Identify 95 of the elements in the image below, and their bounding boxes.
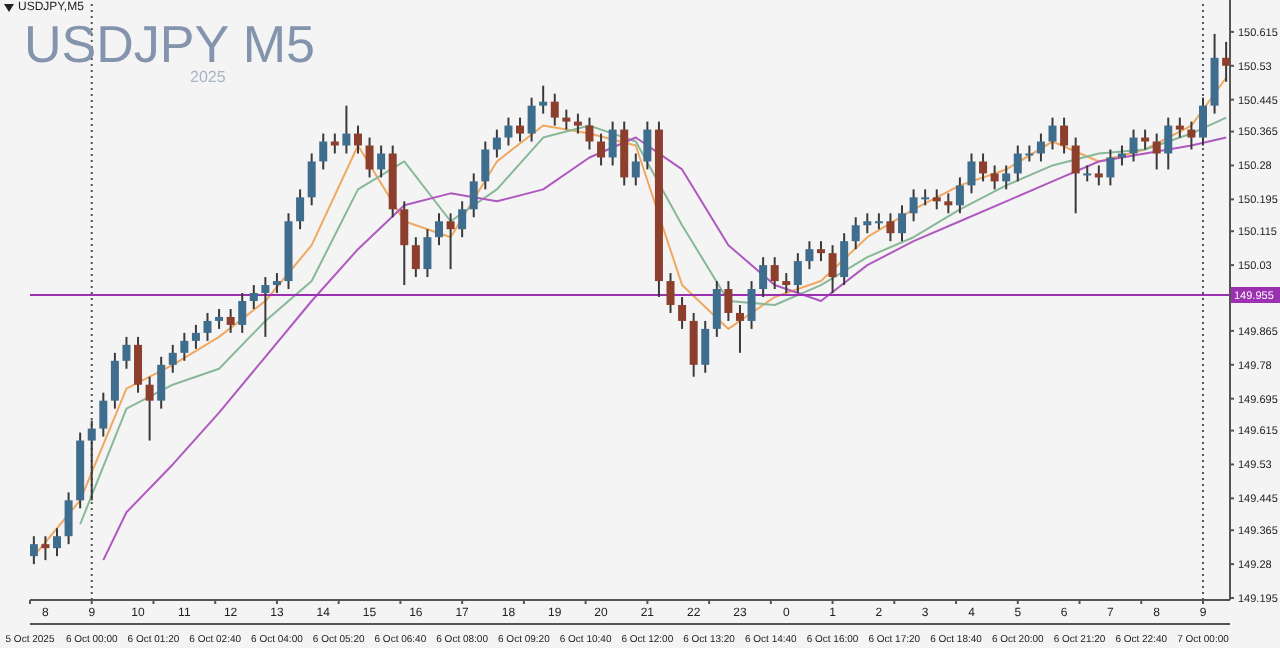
candlestick (446, 212, 455, 271)
candlestick (759, 256, 768, 299)
candlestick (203, 311, 212, 342)
candlestick (492, 128, 501, 159)
candlestick (735, 303, 744, 354)
candlestick (469, 172, 478, 219)
candlestick (249, 284, 258, 310)
candlestick (932, 188, 941, 211)
candlestick (307, 152, 316, 207)
candlestick (1048, 116, 1057, 151)
candlestick (1187, 120, 1196, 151)
candlestick (168, 343, 177, 374)
candlestick (643, 120, 652, 171)
candlestick (840, 232, 849, 287)
candlestick (1210, 32, 1219, 115)
candlestick (562, 108, 571, 131)
candlestick (539, 84, 548, 115)
candlestick (319, 132, 328, 171)
candlestick (1036, 132, 1045, 163)
candlestick (1152, 132, 1161, 171)
candlestick (330, 132, 339, 155)
candlestick (967, 152, 976, 195)
candlestick (191, 323, 200, 350)
candlestick (516, 116, 525, 143)
candlestick (990, 164, 999, 191)
candlestick (261, 276, 270, 338)
candlestick (747, 280, 756, 330)
candlestick (701, 319, 710, 374)
candlestick (527, 96, 536, 143)
candlestick (573, 112, 582, 135)
candlestick (631, 152, 640, 187)
candlestick (817, 240, 825, 263)
candlestick (110, 351, 119, 410)
candlestick (458, 200, 467, 239)
candlestick (955, 176, 964, 215)
candlestick (770, 256, 779, 291)
candlestick (1106, 148, 1115, 187)
candlestick (1002, 164, 1011, 191)
candlestick (423, 228, 432, 279)
candlestick (411, 236, 420, 279)
candlestick (53, 527, 62, 558)
candlestick (157, 355, 166, 410)
chart-title: USDJPY M5 (24, 14, 315, 74)
candlestick (979, 152, 988, 183)
candlestick (296, 188, 305, 231)
candlestick (585, 116, 594, 151)
candlestick (1129, 128, 1138, 163)
candlestick (272, 272, 281, 295)
candlestick (215, 307, 224, 330)
candlestick (41, 535, 50, 562)
candlestick (1094, 164, 1103, 187)
candlestick (481, 140, 490, 191)
candlestick (145, 375, 154, 442)
candlestick (1117, 144, 1126, 167)
candlestick (400, 200, 409, 287)
candlestick (886, 212, 895, 243)
candlestick (608, 120, 617, 167)
candlestick (1071, 136, 1080, 215)
candlestick (851, 216, 860, 251)
candlestick (122, 335, 131, 370)
candlestick (238, 292, 247, 334)
candlestick (1141, 128, 1150, 151)
candlestick (1198, 96, 1207, 147)
candlestick (1164, 116, 1173, 171)
candlestick (620, 120, 629, 187)
candlestick (226, 307, 235, 334)
candlestick (863, 212, 872, 235)
candlestick (365, 136, 374, 179)
candlestick (712, 280, 721, 338)
candlestick (597, 132, 606, 167)
candlestick (342, 104, 351, 155)
candlestick (1060, 116, 1069, 155)
candlestick (99, 391, 108, 438)
candlestick (504, 116, 513, 147)
candlestick (134, 335, 143, 394)
candlestick (805, 240, 814, 271)
candlestick (666, 272, 675, 314)
candlestick (30, 535, 38, 566)
candlestick (64, 491, 73, 546)
candlestick (689, 311, 698, 378)
candlestick (944, 192, 953, 215)
candlestick (180, 331, 189, 362)
candlestick (550, 92, 559, 127)
candlestick (898, 204, 907, 243)
candlestick (377, 144, 386, 179)
candlestick (435, 212, 443, 247)
candlestick (1175, 116, 1184, 139)
candlestick (782, 272, 791, 295)
candlestick (724, 280, 733, 322)
candlestick (87, 419, 96, 502)
text: 2025 (190, 68, 226, 86)
candlestick (353, 124, 362, 155)
candlestick (828, 244, 837, 295)
candlestick (793, 252, 802, 295)
candlestick (678, 296, 687, 330)
